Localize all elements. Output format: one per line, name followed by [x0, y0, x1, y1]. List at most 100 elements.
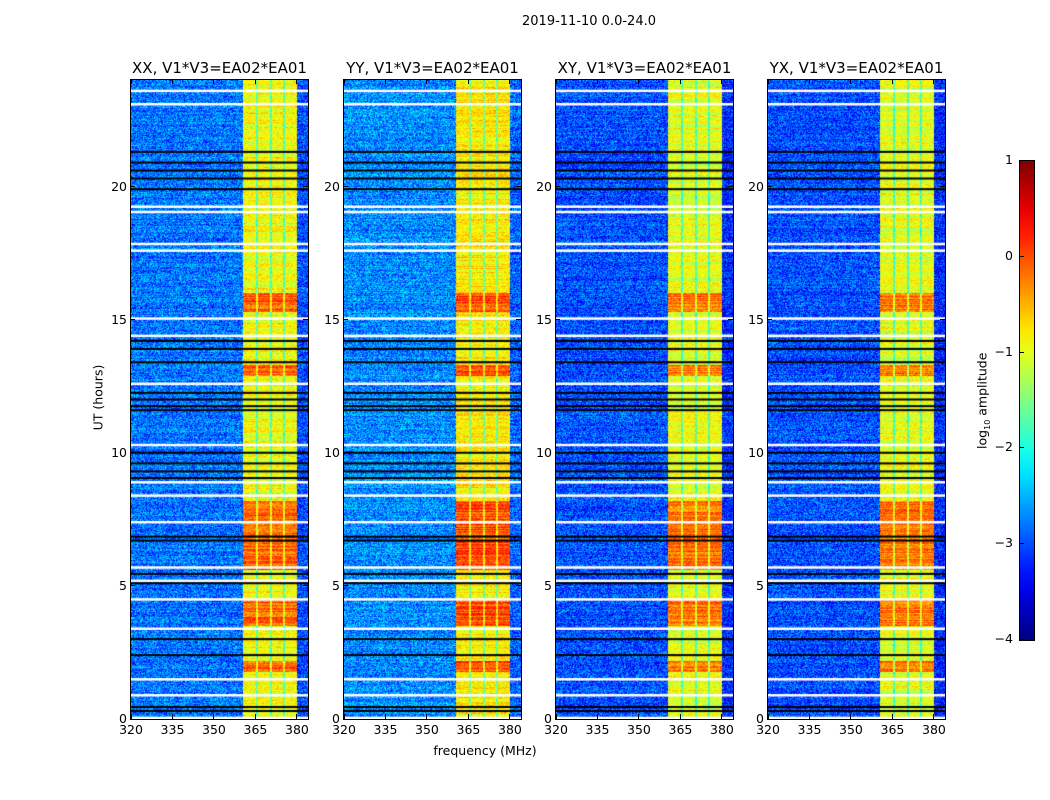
x-tick-mark: [555, 79, 557, 84]
y-tick-mark: [555, 452, 560, 454]
y-tick-mark: [767, 452, 772, 454]
y-tick-label: 0: [756, 711, 764, 726]
y-tick-mark: [728, 319, 733, 321]
x-tick-mark: [596, 79, 598, 84]
x-tick-mark: [891, 714, 893, 719]
colorbar-tick-mark: [1020, 543, 1024, 545]
x-tick-mark: [509, 79, 511, 84]
y-tick-mark: [303, 319, 308, 321]
x-tick-mark: [171, 79, 173, 84]
x-tick-label: 380: [710, 722, 734, 737]
x-tick-label: 365: [243, 722, 268, 737]
x-tick-mark: [171, 714, 173, 719]
x-tick-mark: [384, 714, 386, 719]
y-tick-mark: [343, 585, 348, 587]
y-tick-mark: [555, 718, 560, 720]
colorbar-tick-mark: [1020, 160, 1024, 161]
y-tick-label: 0: [332, 711, 340, 726]
x-tick-mark: [679, 79, 681, 84]
y-tick-mark: [303, 452, 308, 454]
x-tick-mark: [426, 79, 428, 84]
y-tick-mark: [940, 319, 945, 321]
panel-title: YX, V1*V3=EA02*EA01: [769, 59, 944, 77]
y-tick-mark: [343, 186, 348, 187]
x-tick-mark: [933, 714, 935, 719]
y-tick-label: 20: [324, 178, 340, 194]
y-tick-mark: [516, 452, 521, 454]
y-tick-mark: [516, 718, 521, 720]
colorbar-tick-label: 0: [1005, 247, 1013, 263]
y-tick-label: 10: [324, 444, 340, 460]
panel-title: XY, V1*V3=EA02*EA01: [557, 59, 732, 77]
y-tick-mark: [940, 452, 945, 454]
x-tick-mark: [767, 714, 769, 719]
x-tick-label: 350: [415, 722, 439, 737]
x-tick-mark: [343, 714, 345, 719]
y-tick-mark: [130, 186, 135, 187]
y-tick-mark: [130, 452, 135, 454]
y-tick-label: 15: [748, 311, 764, 327]
x-tick-mark: [850, 79, 852, 84]
colorbar-tick-label: −1: [994, 343, 1013, 359]
y-tick-mark: [555, 319, 560, 321]
y-tick-mark: [728, 718, 733, 720]
x-tick-mark: [679, 714, 681, 719]
y-tick-mark: [303, 718, 308, 720]
x-tick-mark: [130, 79, 132, 84]
x-tick-mark: [555, 714, 557, 719]
heatmap-image: [556, 80, 733, 719]
y-tick-label: 15: [111, 311, 127, 327]
colorbar-tick-mark: [1020, 255, 1024, 257]
y-tick-mark: [343, 319, 348, 321]
x-tick-mark: [767, 79, 769, 84]
x-tick-label: 320: [332, 722, 356, 737]
x-tick-mark: [808, 714, 810, 719]
y-tick-mark: [516, 585, 521, 587]
figure-title: 2019-11-10 0.0-24.0: [522, 14, 656, 29]
x-tick-label: 350: [627, 722, 651, 737]
x-tick-label: 320: [119, 722, 143, 737]
axes-frame: [767, 79, 946, 720]
y-tick-label: 20: [536, 178, 552, 194]
y-tick-mark: [728, 452, 733, 454]
x-tick-mark: [638, 714, 640, 719]
x-tick-mark: [254, 714, 256, 719]
heatmap-panel: [130, 79, 309, 720]
x-tick-label: 350: [202, 722, 226, 737]
x-tick-mark: [596, 714, 598, 719]
x-tick-label: 350: [839, 722, 863, 737]
y-tick-mark: [940, 186, 945, 187]
y-tick-mark: [343, 452, 348, 454]
y-tick-mark: [303, 186, 308, 187]
y-tick-label: 5: [544, 577, 552, 593]
y-tick-mark: [130, 718, 135, 720]
colorbar-tick-label: −2: [994, 439, 1013, 455]
x-tick-label: 320: [544, 722, 568, 737]
y-tick-label: 20: [748, 178, 764, 194]
colorbar-tick-mark: [1020, 351, 1024, 353]
y-tick-mark: [767, 186, 772, 187]
y-tick-mark: [728, 585, 733, 587]
heatmap-panel: [767, 79, 946, 720]
x-tick-label: 365: [668, 722, 693, 737]
colorbar: [1019, 160, 1035, 641]
y-tick-mark: [303, 585, 308, 587]
y-tick-mark: [767, 585, 772, 587]
y-tick-mark: [555, 585, 560, 587]
x-tick-mark: [213, 714, 215, 719]
y-tick-mark: [728, 186, 733, 187]
y-tick-mark: [940, 718, 945, 720]
colorbar-tick-mark: [1020, 639, 1024, 640]
colorbar-tick-label: 1: [1005, 152, 1013, 167]
y-tick-mark: [343, 718, 348, 720]
heatmap-image: [131, 80, 308, 719]
x-tick-mark: [343, 79, 345, 84]
y-tick-label: 5: [756, 577, 764, 593]
heatmap-panel: [343, 79, 522, 720]
x-tick-mark: [933, 79, 935, 84]
x-tick-mark: [384, 79, 386, 84]
y-tick-mark: [940, 585, 945, 587]
y-tick-label: 10: [111, 444, 127, 460]
y-tick-mark: [516, 186, 521, 187]
x-tick-label: 335: [373, 722, 398, 737]
